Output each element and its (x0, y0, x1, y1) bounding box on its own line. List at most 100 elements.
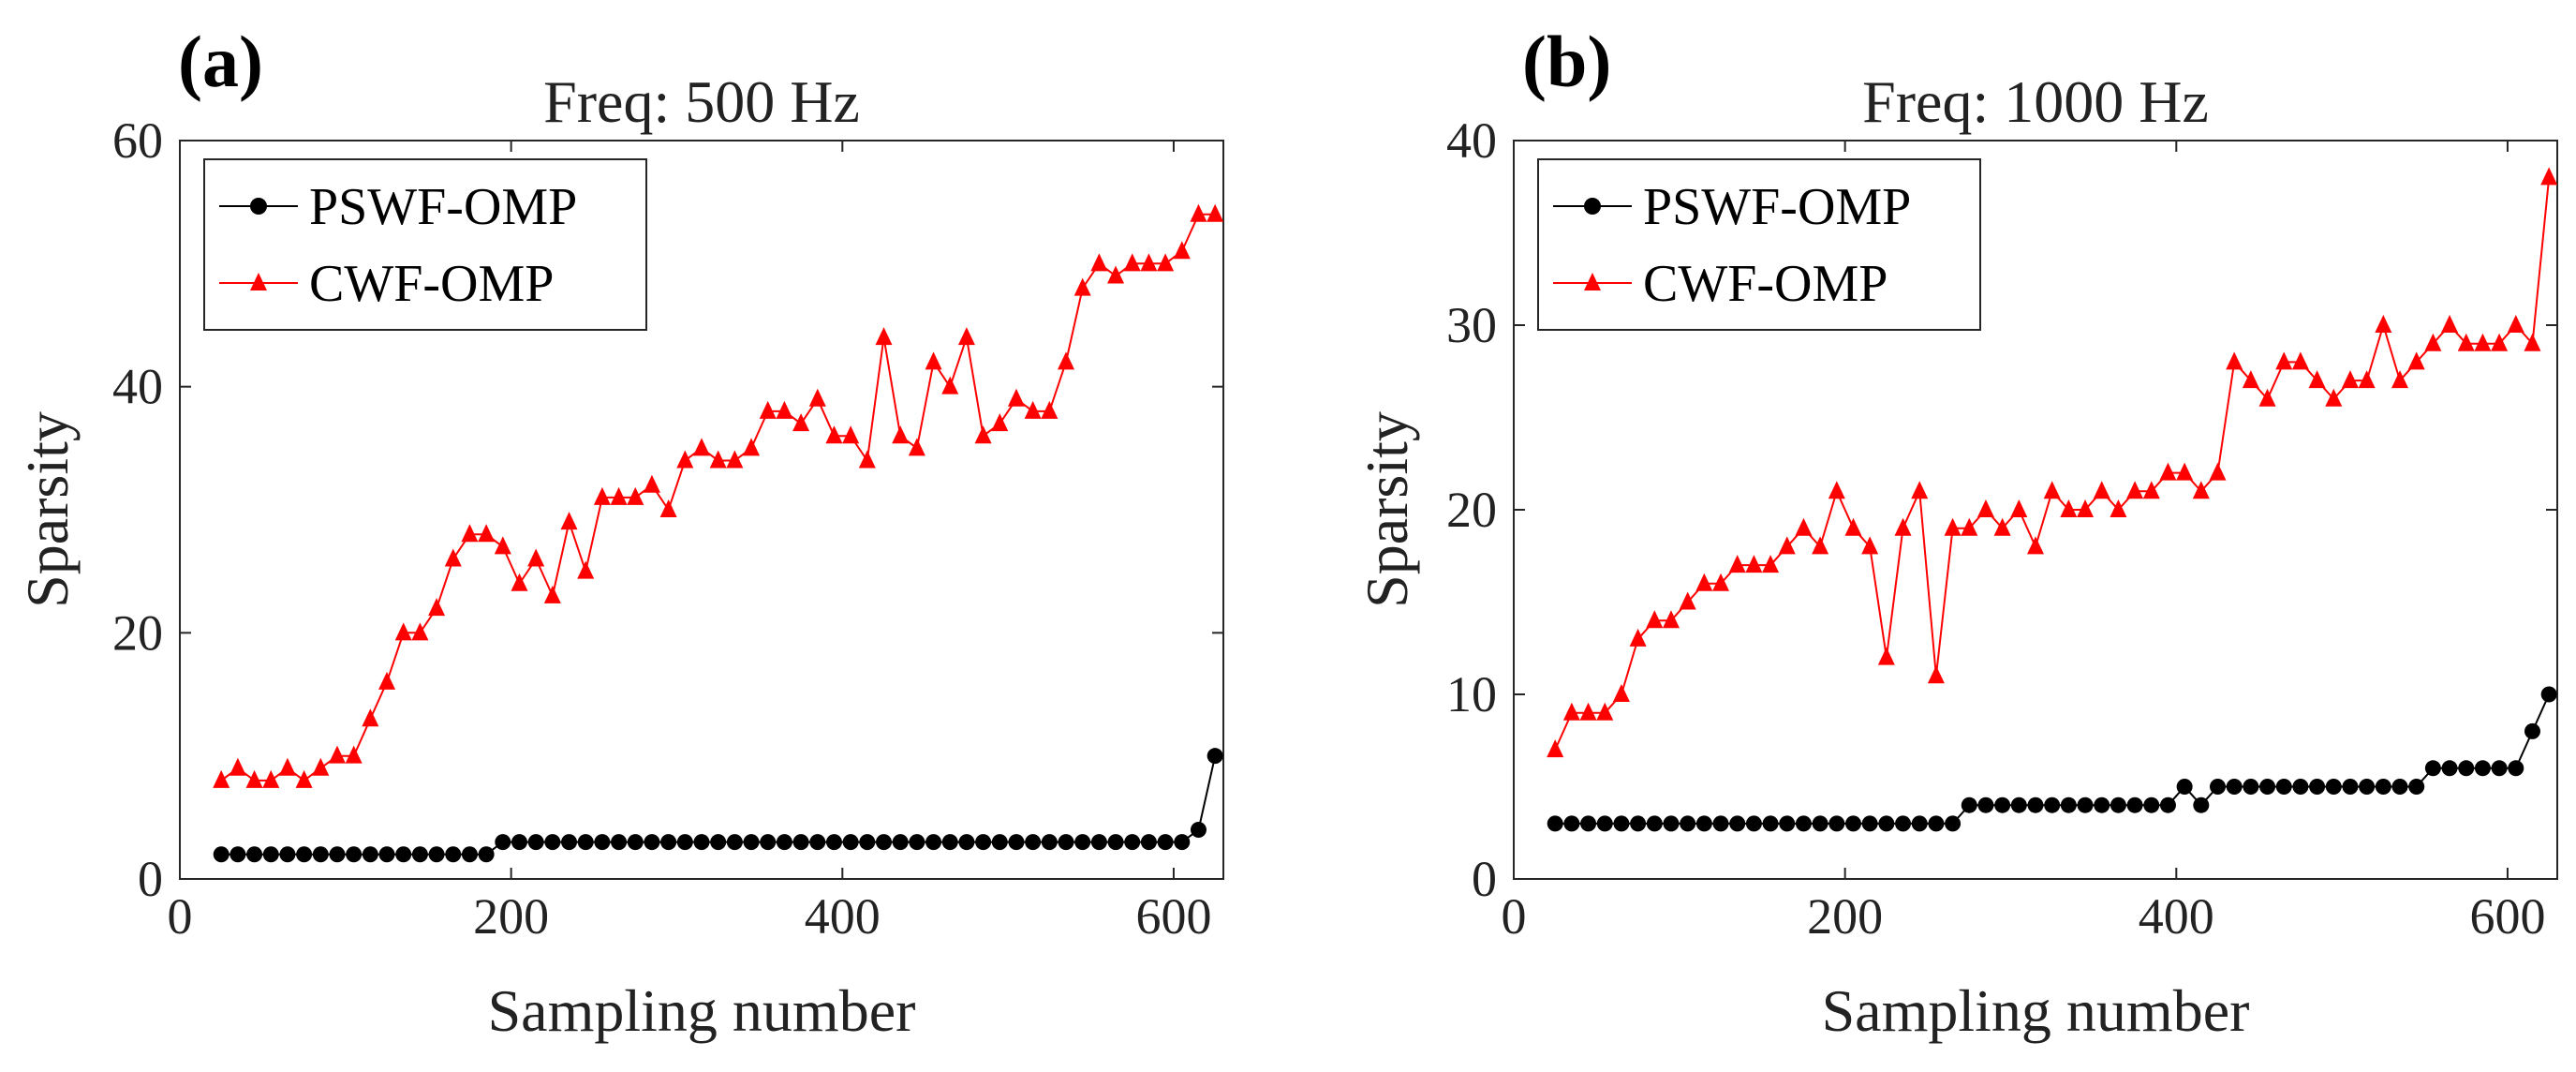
data-point (2309, 779, 2326, 795)
data-point (2540, 167, 2558, 186)
data-point (2193, 797, 2210, 813)
data-point (2341, 370, 2359, 389)
data-point (1580, 815, 1597, 832)
data-point (395, 846, 412, 863)
data-point (2474, 333, 2492, 351)
data-point (2441, 315, 2459, 333)
data-point (1140, 834, 1157, 851)
data-point (278, 757, 296, 776)
data-point (362, 708, 379, 727)
data-point (726, 834, 743, 851)
y-axis-label: Sparsity (14, 411, 81, 608)
data-point (1612, 684, 1630, 702)
data-point (1123, 253, 1141, 272)
legend-marker (250, 198, 267, 215)
data-point (1663, 815, 1680, 832)
data-point (875, 327, 893, 346)
data-point (345, 745, 363, 764)
data-point (245, 769, 263, 788)
data-point (2275, 351, 2293, 370)
data-point (1828, 815, 1845, 832)
data-point (1107, 834, 1124, 851)
data-point (2325, 388, 2343, 407)
y-tick-label: 10 (1446, 666, 1497, 722)
data-point (362, 846, 378, 863)
chart-panel-0: (a) Freq: 500 Hz 0 200 400 600 0 20 40 60 Sampling… (14, 21, 1224, 1044)
x-tick-label: 400 (805, 888, 881, 945)
data-point (213, 769, 230, 788)
data-point (760, 834, 777, 851)
data-point (246, 846, 263, 863)
data-point (1007, 388, 1025, 407)
data-point (2143, 797, 2160, 813)
data-point (1646, 610, 1664, 629)
data-point (2110, 797, 2126, 813)
data-point (2192, 481, 2210, 499)
panel-label: (b) (1522, 21, 1611, 102)
data-point (262, 769, 280, 788)
data-point (394, 622, 412, 641)
data-point (974, 425, 992, 444)
legend-marker (1584, 273, 1601, 290)
data-point (2060, 499, 2078, 517)
data-point (544, 834, 561, 851)
legend: PSWF-OMP CWF-OMP (203, 158, 647, 331)
data-point (1680, 815, 1696, 832)
x-tick-label: 400 (2139, 888, 2214, 945)
data-point (1207, 203, 1224, 222)
data-point (792, 834, 809, 851)
data-point (2458, 760, 2475, 777)
data-point (2043, 481, 2061, 499)
data-point (859, 834, 876, 851)
data-point (1844, 517, 1862, 536)
data-point (1928, 815, 1945, 832)
data-point (925, 351, 942, 370)
data-point (329, 846, 346, 863)
data-point (1895, 815, 1912, 832)
data-point (1124, 834, 1141, 851)
data-point (346, 846, 363, 863)
data-point (2407, 351, 2425, 370)
x-tick-label: 200 (1807, 888, 1883, 945)
legend-marker (250, 273, 267, 290)
data-point (1090, 834, 1107, 851)
data-point (1646, 815, 1663, 832)
data-point (1074, 834, 1091, 851)
x-tick-label: 600 (1135, 888, 1211, 945)
data-point (2508, 760, 2524, 777)
data-point (511, 573, 528, 591)
data-point (1024, 400, 1042, 419)
data-point (1190, 203, 1207, 222)
x-tick-label: 0 (168, 888, 193, 945)
data-point (2060, 797, 2077, 813)
data-point (2093, 481, 2110, 499)
data-point (858, 450, 876, 469)
data-point (1662, 610, 1680, 629)
legend-label: CWF-OMP (1643, 255, 1888, 313)
data-point (2474, 760, 2491, 777)
data-point (1861, 536, 1879, 555)
data-point (2391, 370, 2409, 389)
data-point (1090, 253, 1108, 272)
data-point (1911, 815, 1928, 832)
data-point (693, 834, 710, 851)
data-point (710, 834, 727, 851)
data-point (709, 450, 727, 469)
legend-marker (1584, 198, 1601, 215)
data-point (495, 834, 511, 851)
data-point (2077, 797, 2094, 813)
data-point (312, 846, 329, 863)
data-point (1762, 815, 1779, 832)
data-point (577, 560, 595, 579)
data-point (792, 413, 810, 432)
data-point (328, 745, 346, 764)
data-point (2291, 351, 2309, 370)
data-point (726, 450, 744, 469)
data-point (1877, 647, 1895, 665)
data-point (825, 425, 843, 444)
data-point (627, 834, 644, 851)
data-point (312, 757, 330, 776)
data-point (428, 846, 445, 863)
data-point (560, 512, 578, 530)
data-point (2027, 536, 2044, 555)
